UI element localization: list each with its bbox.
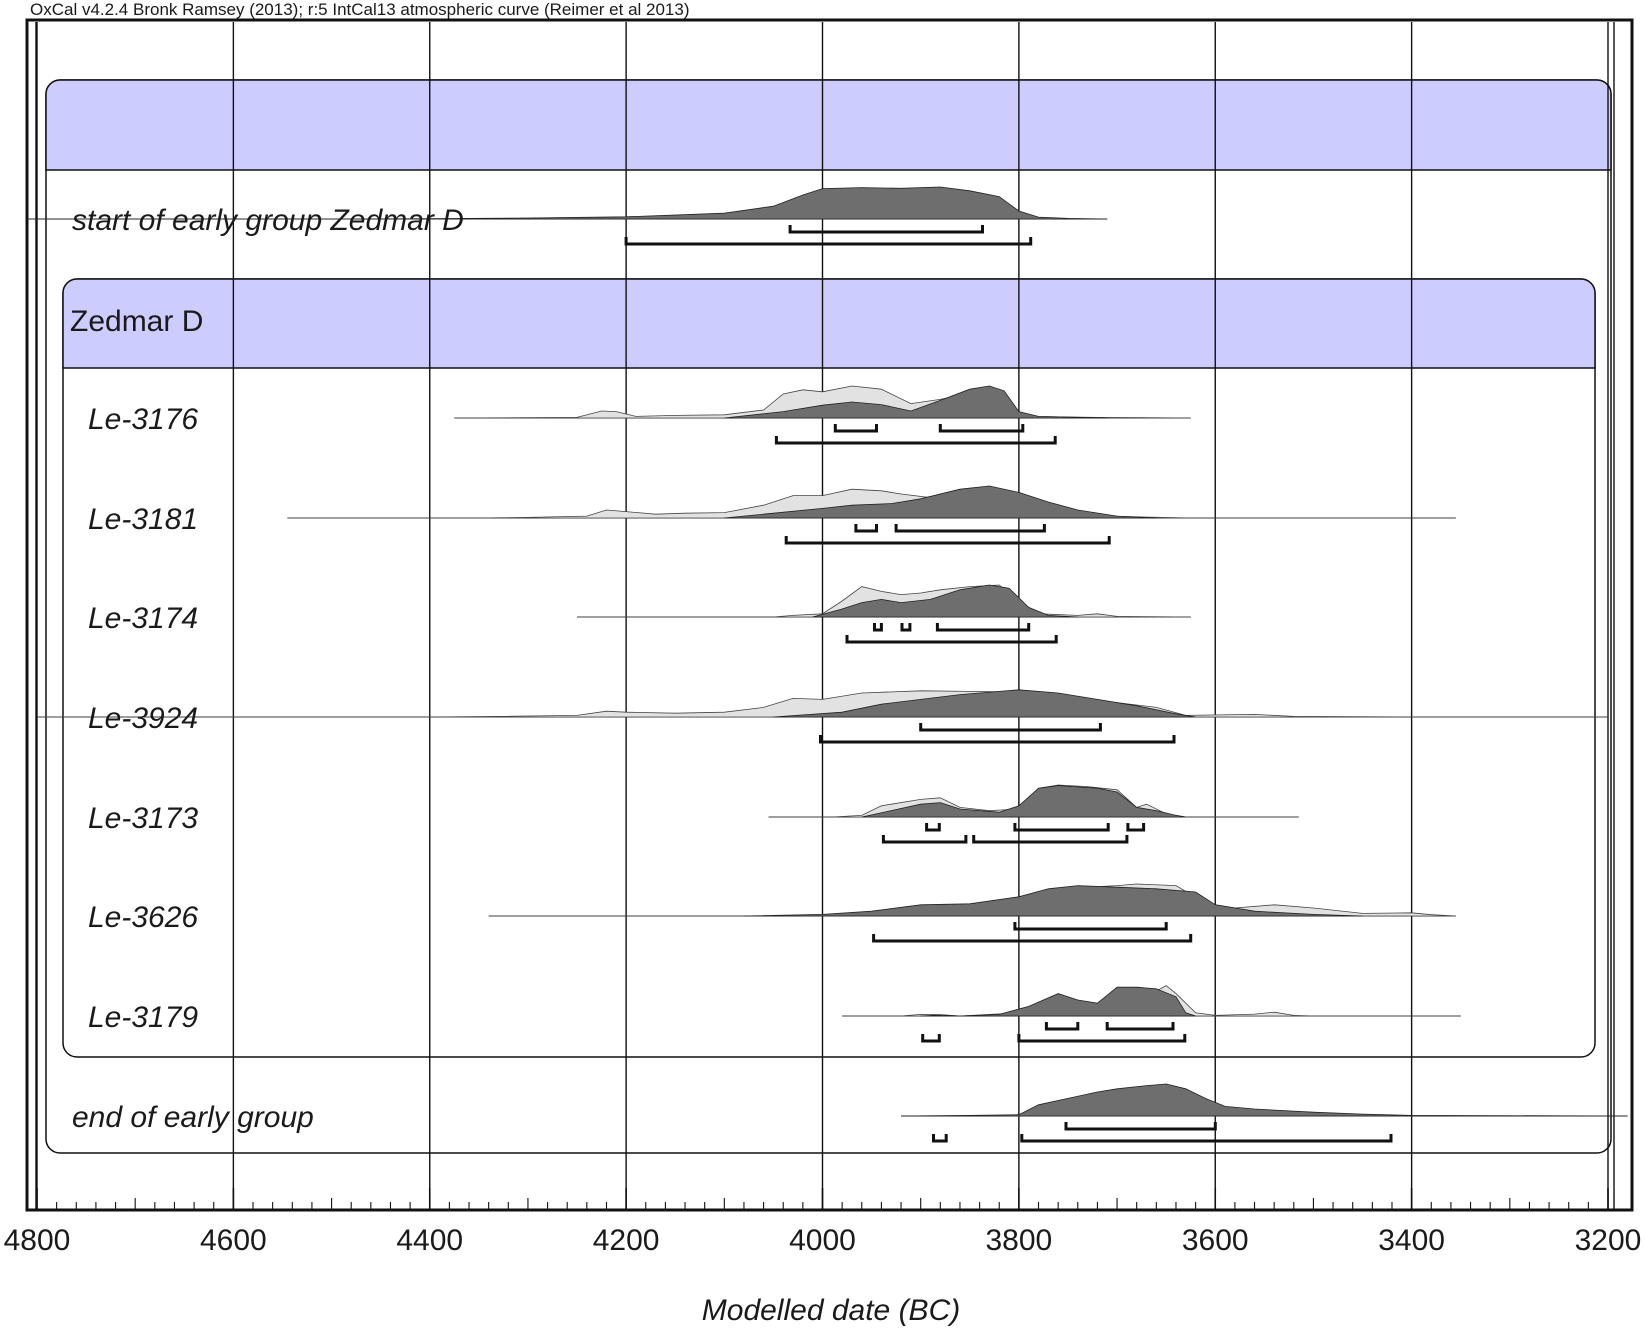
x-tick-label-4800: 4800	[4, 1224, 71, 1257]
hpd68-range	[1013, 922, 1168, 931]
posterior-curve	[724, 385, 1108, 419]
likelihood-curve	[37, 690, 1608, 718]
hpd68-range	[1064, 1122, 1217, 1131]
row-le-3181: Le-3181	[88, 485, 1456, 545]
hpd68-range	[935, 623, 1031, 632]
hpd95-range	[784, 536, 1111, 545]
x-axis: 4800 4600 4400 4200 4000 3800 3600 3400 3200	[4, 1188, 1642, 1257]
row-end-of-early-group: end of early group	[72, 1083, 1628, 1143]
series-label: Le-3173	[88, 802, 198, 835]
series-label: Le-3181	[88, 503, 198, 536]
hpd95-range	[881, 835, 968, 844]
series-label: Le-3176	[88, 403, 198, 436]
hpd68-range	[1105, 1022, 1175, 1031]
hpd95-range	[921, 1034, 941, 1043]
posterior-curve	[743, 885, 1363, 917]
hpd68-range	[854, 524, 878, 533]
row-start-of-early-group-zedmar-d: start of early group Zedmar D	[27, 186, 1108, 246]
x-tick-label-4000: 4000	[789, 1224, 856, 1257]
posterior-curve	[27, 186, 1108, 220]
x-tick-label-4200: 4200	[593, 1224, 660, 1257]
series-label: Le-3179	[88, 1001, 198, 1034]
hpd68-range	[938, 424, 1025, 433]
x-tick-label-3800: 3800	[986, 1224, 1053, 1257]
hpd68-range	[833, 424, 878, 433]
software-credit: OxCal v4.2.4 Bronk Ramsey (2013); r:5 In…	[30, 0, 690, 19]
x-tick-label-3600: 3600	[1182, 1224, 1249, 1257]
hpd68-range	[894, 524, 1046, 533]
phase-label-zedmar-d: Zedmar D	[70, 305, 203, 338]
series-label: Le-3626	[88, 901, 198, 934]
series-label: Le-3924	[88, 702, 198, 735]
x-tick-label-4400: 4400	[396, 1224, 463, 1257]
hpd95-range	[1017, 1034, 1187, 1043]
x-tick-label-3200: 3200	[1575, 1224, 1642, 1257]
posterior-curve	[901, 1083, 1628, 1117]
posterior-curve	[920, 986, 1196, 1017]
hpd68-range	[1044, 1022, 1080, 1031]
distribution-rows: start of early group Zedmar D Le-3176 Le-3…	[27, 186, 1628, 1143]
posterior-curve	[773, 689, 1196, 718]
posterior-curve	[724, 485, 1157, 519]
series-label: end of early group	[72, 1101, 314, 1134]
hpd95-range	[819, 735, 1176, 744]
hpd95-range	[1020, 1134, 1393, 1143]
hpd95-range	[624, 237, 1033, 246]
series-label: Le-3174	[88, 602, 198, 635]
hpd95-range	[932, 1134, 948, 1143]
series-label: start of early group Zedmar D	[72, 204, 464, 237]
hpd68-range	[1013, 823, 1110, 832]
row-le-3173: Le-3173	[88, 784, 1299, 844]
hpd68-range	[919, 723, 1102, 732]
hpd95-range	[845, 635, 1058, 644]
hpd68-range	[900, 623, 912, 632]
x-tick-label-4600: 4600	[200, 1224, 267, 1257]
hpd68-range	[788, 225, 984, 234]
plot-frame	[25, 18, 1634, 1212]
posterior-curve	[861, 785, 1186, 818]
row-le-3924: Le-3924	[37, 689, 1608, 744]
row-le-3176: Le-3176	[88, 385, 1191, 445]
hpd95-range	[872, 934, 1193, 943]
hpd68-range	[873, 623, 883, 632]
row-le-3626: Le-3626	[88, 883, 1456, 943]
hpd68-range	[1126, 823, 1146, 832]
posterior-curve	[812, 584, 1078, 618]
x-tick-label-3400: 3400	[1378, 1224, 1445, 1257]
x-axis-title: Modelled date (BC)	[702, 1294, 960, 1327]
inner-phase-box: Zedmar D	[62, 278, 1596, 1058]
hpd95-range	[774, 436, 1057, 445]
hpd68-range	[925, 823, 941, 832]
hpd95-range	[972, 835, 1129, 844]
row-le-3179: Le-3179	[88, 985, 1461, 1043]
row-le-3174: Le-3174	[88, 584, 1191, 644]
